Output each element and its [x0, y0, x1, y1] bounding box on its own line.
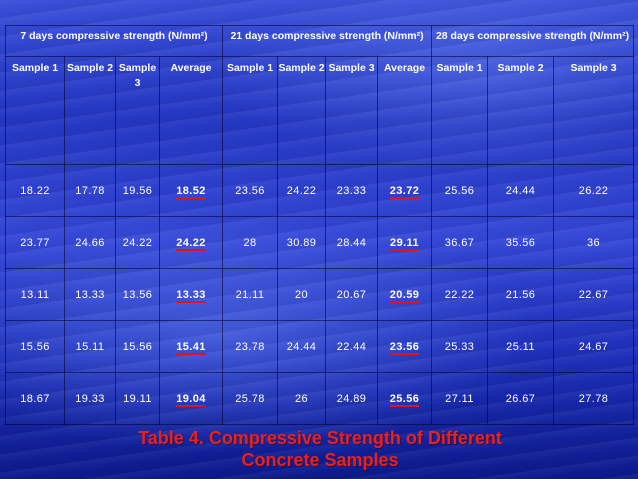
caption-line-1: Table 4. Compressive Strength of Differe… — [138, 428, 502, 448]
table-cell: 30.89 — [277, 216, 326, 269]
table-row: 18.67 19.33 19.11 19.04 25.78 26 24.89 2… — [5, 372, 635, 425]
column-header: Sample 3 — [553, 56, 635, 165]
table-cell: 22.22 — [431, 268, 489, 321]
caption-line-2: Concrete Samples — [241, 450, 399, 470]
average-value: 19.04 — [176, 392, 206, 407]
table-cell: 22.44 — [325, 320, 378, 373]
average-value: 23.56 — [389, 340, 420, 355]
table-row: 18.22 17.78 19.56 18.52 23.56 24.22 23.3… — [5, 164, 635, 217]
column-header: Average — [159, 56, 223, 165]
average-cell: 29.11 — [376, 216, 433, 269]
table-cell: 26.22 — [553, 164, 635, 217]
table-cell: 24.22 — [277, 164, 326, 217]
table-cell: 13.11 — [5, 268, 65, 321]
group-header-7-days: 7 days compressive strength (N/mm²) — [5, 25, 223, 57]
average-cell: 25.56 — [376, 372, 433, 425]
column-header: Sample 2 — [277, 56, 326, 165]
table-cell: 20 — [277, 268, 326, 321]
table-row: 23.77 24.66 24.22 24.22 28 30.89 28.44 2… — [5, 216, 635, 269]
table-cell: 13.56 — [115, 268, 160, 321]
table-cell: 24.89 — [325, 372, 378, 425]
group-header-21-days: 21 days compressive strength (N/mm²) — [221, 25, 433, 57]
table-cell: 26.67 — [487, 372, 555, 425]
table-cell: 23.78 — [222, 320, 278, 373]
column-header: Sample 2 — [64, 56, 116, 165]
table-cell: 28 — [222, 216, 278, 269]
table-cell: 19.56 — [115, 164, 160, 217]
table-cell: 25.11 — [487, 320, 555, 373]
average-value: 18.52 — [176, 184, 206, 199]
table-cell: 15.56 — [115, 320, 160, 373]
table-cell: 15.11 — [64, 320, 116, 373]
table-cell: 24.44 — [487, 164, 555, 217]
average-value: 20.59 — [389, 288, 420, 303]
table-cell: 25.78 — [222, 372, 278, 425]
table-caption: Table 4. Compressive Strength of Differe… — [60, 427, 580, 471]
table-cell: 23.56 — [222, 164, 278, 217]
column-header: Sample 3 — [325, 56, 378, 165]
table-cell: 28.44 — [325, 216, 378, 269]
average-cell: 13.33 — [159, 268, 223, 321]
group-header-28-days: 28 days compressive strength (N/mm²) — [431, 25, 635, 57]
table-cell: 25.56 — [431, 164, 489, 217]
column-header: Average — [376, 56, 433, 165]
table-cell: 19.11 — [115, 372, 160, 425]
table-cell: 23.33 — [325, 164, 378, 217]
table-cell: 27.78 — [553, 372, 635, 425]
average-value: 25.56 — [389, 392, 420, 407]
table-row: 15.56 15.11 15.56 15.41 23.78 24.44 22.4… — [5, 320, 635, 373]
table-cell: 26 — [277, 372, 326, 425]
table-cell: 19.33 — [64, 372, 116, 425]
table-cell: 18.67 — [5, 372, 65, 425]
column-header: Sample 1 — [431, 56, 489, 165]
average-value: 23.72 — [389, 184, 420, 199]
column-header: Sample 2 — [487, 56, 555, 165]
table-row: 13.11 13.33 13.56 13.33 21.11 20 20.67 2… — [5, 268, 635, 321]
table-cell: 15.56 — [5, 320, 65, 373]
compressive-strength-table: 7 days compressive strength (N/mm²) 21 d… — [5, 25, 635, 425]
table-cell: 24.44 — [277, 320, 326, 373]
table-cell: 36 — [553, 216, 635, 269]
table-cell: 21.11 — [222, 268, 278, 321]
average-cell: 23.72 — [376, 164, 433, 217]
average-cell: 19.04 — [159, 372, 223, 425]
table-cell: 13.33 — [64, 268, 116, 321]
table-cell: 36.67 — [431, 216, 489, 269]
average-cell: 18.52 — [159, 164, 223, 217]
column-header: Sample 3 — [115, 56, 160, 165]
table-cell: 24.67 — [553, 320, 635, 373]
table-cell: 23.77 — [5, 216, 65, 269]
table-cell: 17.78 — [64, 164, 116, 217]
average-cell: 15.41 — [159, 320, 223, 373]
table-cell: 22.67 — [553, 268, 635, 321]
average-cell: 20.59 — [376, 268, 433, 321]
group-header-row: 7 days compressive strength (N/mm²) 21 d… — [5, 25, 635, 57]
table-cell: 35.56 — [487, 216, 555, 269]
table-cell: 24.66 — [64, 216, 116, 269]
table-cell: 24.22 — [115, 216, 160, 269]
table-cell: 20.67 — [325, 268, 378, 321]
column-header: Sample 1 — [222, 56, 278, 165]
average-value: 24.22 — [176, 236, 206, 251]
average-cell: 23.56 — [376, 320, 433, 373]
average-value: 15.41 — [176, 340, 206, 355]
table-cell: 27.11 — [431, 372, 489, 425]
table-cell: 25.33 — [431, 320, 489, 373]
column-header-row: Sample 1 Sample 2 Sample 3 Average Sampl… — [5, 56, 635, 165]
average-value: 29.11 — [390, 236, 419, 251]
column-header: Sample 1 — [5, 56, 65, 165]
table-cell: 18.22 — [5, 164, 65, 217]
average-value: 13.33 — [176, 288, 206, 303]
average-cell: 24.22 — [159, 216, 223, 269]
table-cell: 21.56 — [487, 268, 555, 321]
